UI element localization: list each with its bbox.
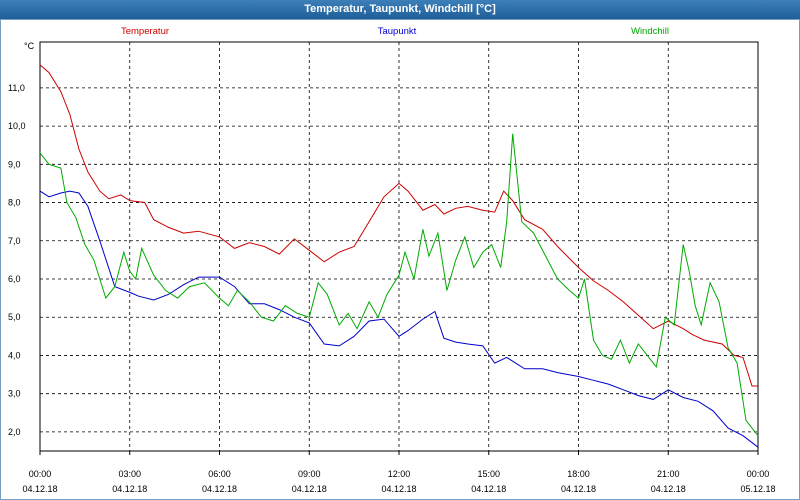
grid-layer (40, 42, 758, 451)
y-tick-label: 3,0 (8, 389, 21, 399)
x-tick-time: 21:00 (657, 469, 680, 479)
x-tick-date: 04.12.18 (202, 484, 237, 494)
legend-layer: Temperatur Taupunkt Windchill (121, 26, 669, 37)
y-tick-label: 9,0 (8, 159, 21, 169)
chart-frame (0, 19, 800, 500)
y-tick-label: 7,0 (8, 236, 21, 246)
y-tick-label: 2,0 (8, 427, 21, 437)
x-tick-date: 04.12.18 (381, 484, 416, 494)
series-layer (39, 64, 759, 448)
y-tick-label: 5,0 (8, 312, 21, 322)
x-tick-date: 04.12.18 (651, 484, 686, 494)
y-tick-label: 11,0 (8, 83, 25, 93)
legend-taupunkt: Taupunkt (378, 26, 417, 37)
y-tick-label: 4,0 (8, 350, 21, 360)
legend-temperatur: Temperatur (121, 26, 169, 37)
y-tick-label: 6,0 (8, 274, 21, 284)
x-tick-date: 04.12.18 (112, 484, 147, 494)
x-tick-date: 04.12.18 (561, 484, 596, 494)
x-tick-date: 05.12.18 (740, 484, 775, 494)
x-tick-date: 04.12.18 (471, 484, 506, 494)
x-tick-time: 09:00 (298, 469, 321, 479)
x-tick-time: 03:00 (118, 469, 141, 479)
x-tick-date: 04.12.18 (292, 484, 327, 494)
x-tick-time: 06:00 (208, 469, 231, 479)
series-line-taupunkt (39, 190, 759, 448)
series-line-temperatur (39, 64, 758, 387)
x-tick-time: 12:00 (388, 469, 411, 479)
x-tick-time: 00:00 (29, 469, 52, 479)
plot-border (39, 41, 759, 452)
series-line-windchill (39, 133, 759, 437)
axes-layer: 2,0 3,0 4,0 5,0 6,0 7,0 8,0 9,0 10,0 11,0 °C 00:00 0… (8, 41, 776, 494)
y-tick-label: 8,0 (8, 198, 21, 208)
x-tick-time: 00:00 (747, 469, 770, 479)
chart-title: Temperatur, Taupunkt, Windchill [°C] (0, 0, 800, 19)
y-tick-label: 10,0 (8, 121, 26, 131)
x-tick-date: 04.12.18 (22, 484, 57, 494)
x-tick-time: 15:00 (477, 469, 500, 479)
legend-windchill: Windchill (631, 26, 669, 37)
x-tick-time: 18:00 (567, 469, 590, 479)
y-axis-unit: °C (24, 41, 35, 51)
